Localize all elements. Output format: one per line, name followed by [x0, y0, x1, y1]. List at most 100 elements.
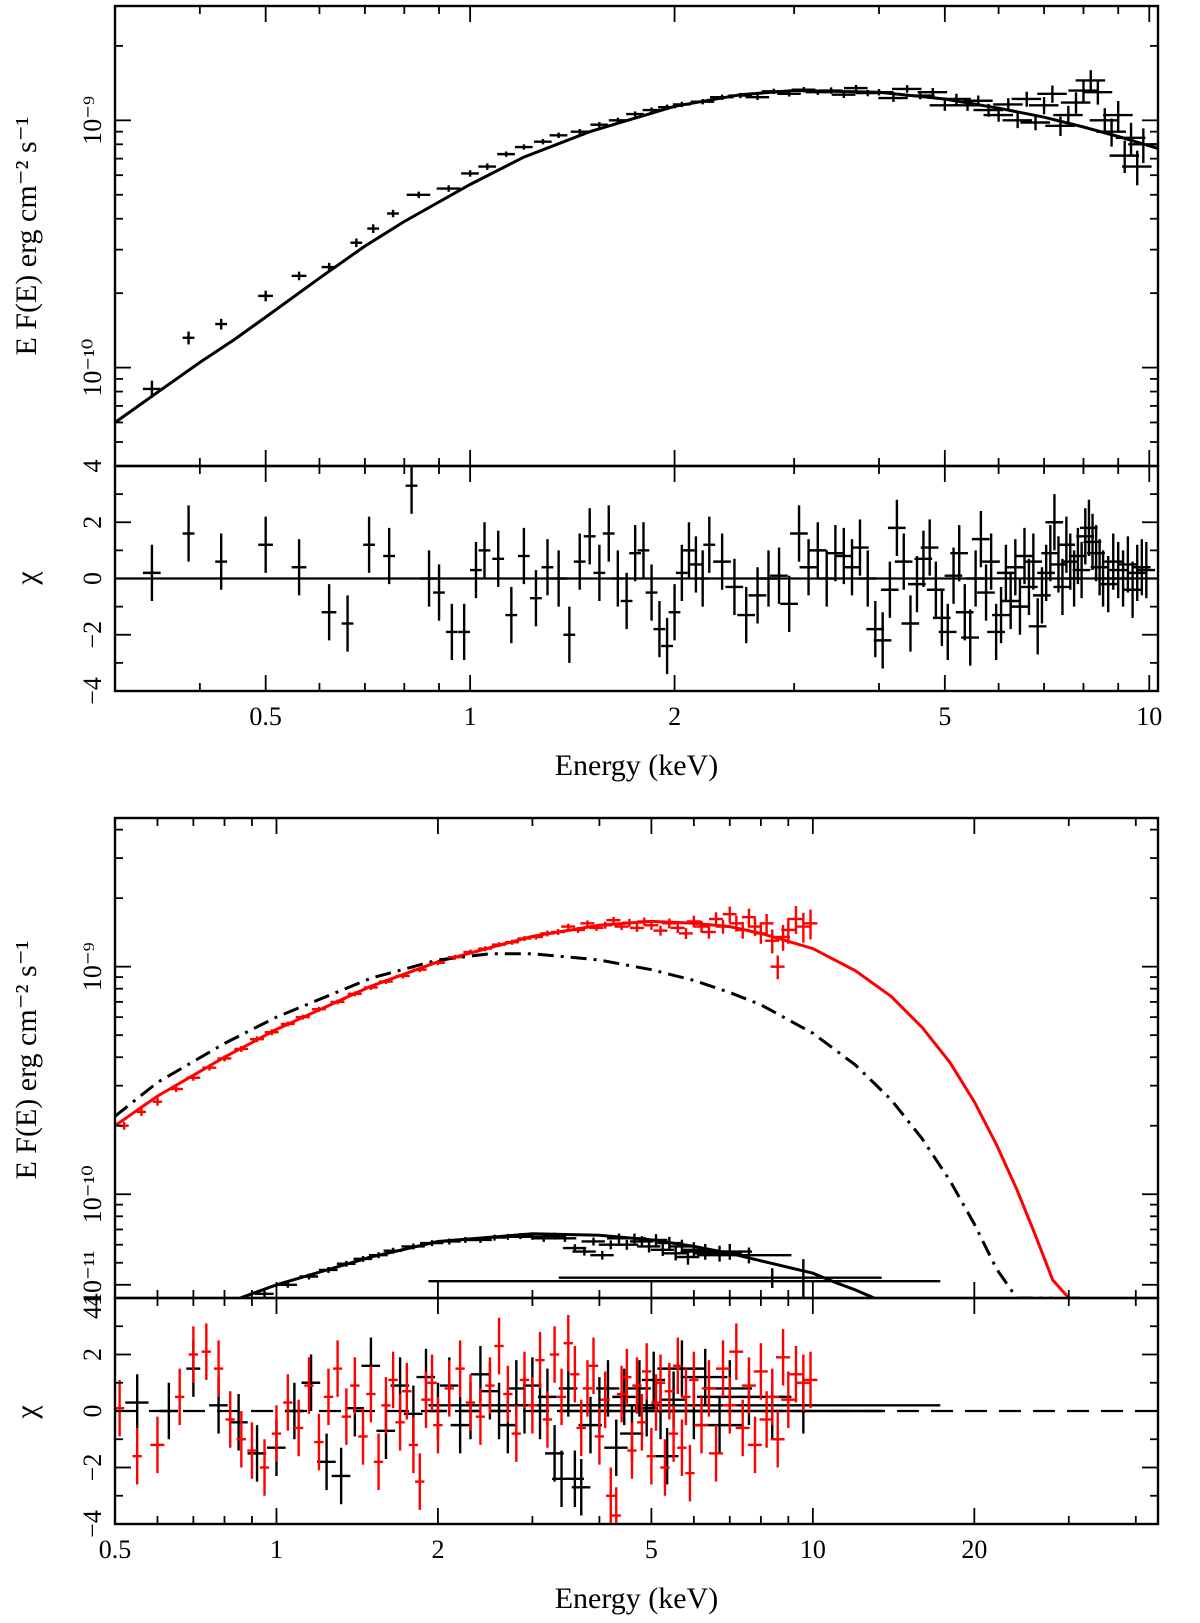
bottom-black-data-point — [383, 1247, 403, 1254]
top-residual-point — [420, 550, 438, 607]
bottom-red-data-point — [540, 930, 555, 937]
bottom-black-data-point — [681, 1242, 706, 1259]
top-data-point — [258, 290, 273, 302]
top-residual-point — [1072, 541, 1091, 599]
top-data-point — [863, 88, 894, 96]
bottom-red-residual-point — [485, 1357, 495, 1414]
top-data-point — [805, 89, 830, 95]
top-data-point — [1082, 80, 1113, 105]
bottom-red-data-point — [781, 917, 796, 944]
bottom-red-residual-point — [366, 1365, 376, 1423]
bottom-red-data-point — [217, 1055, 232, 1062]
bottom-red-residual-point — [402, 1362, 412, 1420]
bottom-red-residual-point — [433, 1396, 443, 1454]
bottom-black-residual-point — [125, 1374, 149, 1431]
top-residual-point — [341, 595, 354, 652]
top-figure: 10⁻¹⁰ 10⁻⁹ 0.5 1 2 5 10 −4 −2 0 2 4 Energy (keV) E… — [10, 4, 1162, 782]
bottom-residual-y-tick-label: −2 — [78, 1454, 107, 1482]
top-residual-point — [478, 522, 491, 579]
top-residual-point — [1001, 572, 1020, 630]
bottom-red-residual-point — [132, 1427, 142, 1485]
bottom-red-data-point — [491, 942, 506, 948]
bottom-black-residual-point — [604, 1419, 628, 1476]
top-residual-point — [817, 550, 836, 607]
top-residual-point — [901, 595, 920, 652]
top-data-point — [1037, 85, 1067, 103]
bottom-red-data-point — [644, 920, 659, 930]
bottom-red-data-point — [395, 973, 410, 979]
top-residual-point — [826, 525, 845, 582]
top-residual-y-tick-label: −4 — [78, 677, 107, 705]
top-data-point — [1053, 105, 1083, 126]
bottom-red-residual-point — [677, 1419, 687, 1476]
bottom-red-data-point — [311, 1006, 326, 1012]
bottom-red-data-point — [614, 923, 629, 931]
bottom-red-residual-point — [673, 1337, 683, 1395]
bottom-red-data-point — [430, 960, 445, 966]
top-residual-point — [433, 564, 445, 621]
bottom-red-residual-point — [395, 1394, 405, 1451]
top-residual-point — [713, 533, 731, 590]
bottom-red-residual-point — [519, 1351, 530, 1409]
top-data-point — [891, 85, 922, 93]
top-residual-point — [938, 603, 957, 661]
top-residual-point — [977, 564, 995, 621]
top-residual-point — [563, 606, 576, 663]
top-residual-point — [682, 522, 695, 579]
top-residual-point — [505, 586, 518, 644]
top-residual-point — [573, 533, 586, 590]
top-residual-point — [629, 525, 642, 582]
top-data-point — [1096, 118, 1126, 147]
bottom-black-data-point — [572, 1247, 596, 1256]
bottom-red-residual-point — [201, 1323, 211, 1380]
bottom-red-data-point — [264, 1029, 279, 1036]
top-residual-point — [873, 612, 892, 669]
bottom-black-data-point — [278, 1281, 297, 1288]
bottom-red-data-point — [570, 927, 585, 933]
bottom-red-residual-point — [174, 1368, 185, 1426]
top-data-point — [1060, 92, 1091, 114]
top-spectrum-y-axis-label: E F(E) erg cm⁻² s⁻¹ — [10, 116, 43, 355]
bottom-red-data-point — [788, 906, 803, 934]
top-residual-x-tick-label: 1 — [464, 702, 477, 731]
top-data-point — [993, 98, 1023, 112]
top-residual-point — [492, 530, 505, 587]
top-data-point — [1103, 101, 1133, 132]
bottom-red-residual-point — [685, 1444, 695, 1502]
top-data-point — [182, 331, 195, 345]
bottom-black-residual-point — [571, 1459, 591, 1516]
bottom-red-residual-point — [421, 1371, 431, 1428]
top-data-point — [843, 84, 868, 92]
bottom-red-residual-point — [535, 1331, 545, 1389]
top-residual-point — [1006, 539, 1025, 596]
bottom-residual-y-axis-label: χ — [10, 1405, 43, 1420]
bottom-black-residual-point — [655, 1427, 679, 1485]
bottom-red-data-point — [629, 924, 644, 932]
bottom-red-data-point — [653, 925, 668, 936]
top-data-point — [745, 94, 770, 100]
top-data-point — [1028, 97, 1059, 115]
bottom-black-residual-point — [317, 1433, 336, 1491]
bottom-red-residual-point — [511, 1405, 521, 1462]
bottom-red-residual-point — [701, 1360, 716, 1417]
bottom-black-data-point — [657, 1236, 681, 1250]
bottom-red-data-point — [701, 925, 716, 939]
top-residual-point — [182, 505, 195, 562]
bottom-red-data-point — [622, 918, 637, 927]
bottom-residual-x-tick-label: 1 — [270, 1535, 283, 1564]
top-data-point — [819, 87, 843, 94]
bottom-red-residual-point — [627, 1422, 637, 1479]
top-data-point — [514, 144, 533, 150]
bottom-red-data-point — [186, 1074, 201, 1081]
bottom-residual-y-tick-label: 0 — [78, 1405, 107, 1418]
top-data-point — [387, 209, 399, 218]
top-residual-point — [725, 558, 744, 616]
bottom-residual-top-tick-label: 4 — [78, 1294, 107, 1307]
bottom-black-data-point — [125, 1345, 148, 1353]
top-data-point — [642, 107, 661, 113]
top-residual-point — [780, 575, 798, 632]
bottom-red-residual-point — [781, 1371, 796, 1428]
bottom-red-residual-point — [729, 1323, 744, 1380]
top-residual-point — [541, 539, 554, 596]
